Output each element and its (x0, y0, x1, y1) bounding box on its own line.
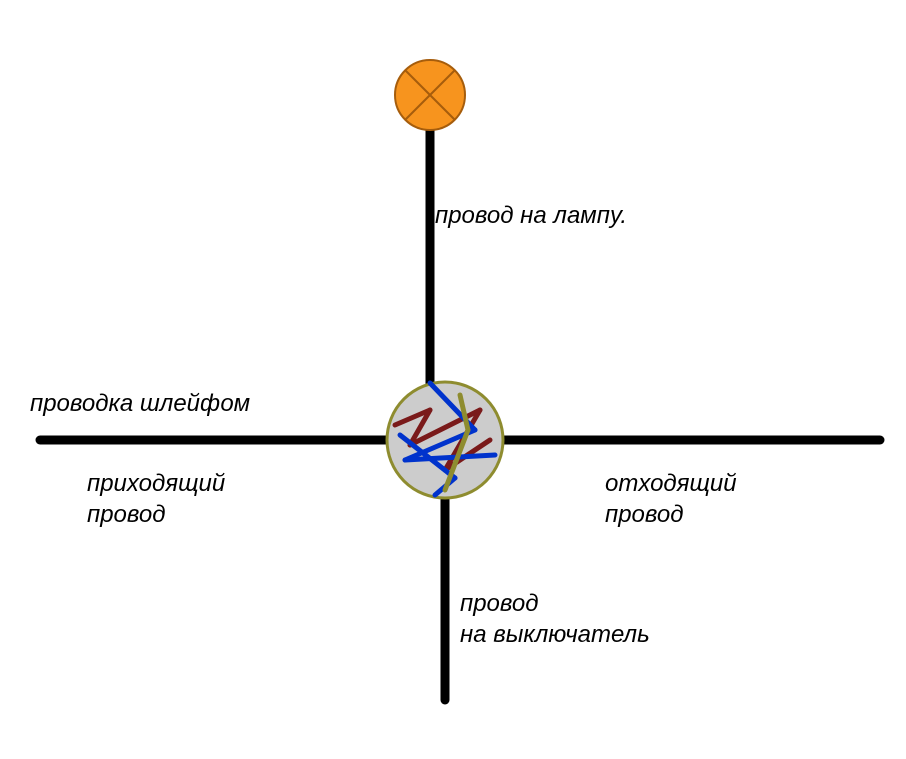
outgoing-wire-label-line2: провод (605, 501, 684, 528)
incoming-wire-label: приходящий провод (87, 468, 225, 530)
outgoing-wire-label-line1: отходящий (605, 470, 737, 497)
lamp-wire-label: провод на лампу. (435, 200, 627, 231)
incoming-wire-label-line1: приходящий (87, 470, 225, 497)
loop-wiring-label: проводка шлейфом (30, 388, 250, 419)
lamp-symbol (395, 60, 465, 130)
switch-wire-label: провод на выключатель (460, 588, 650, 650)
diagram-svg (0, 0, 906, 759)
switch-wire-label-line1: провод (460, 590, 539, 617)
electrical-diagram: провод на лампу. проводка шлейфом приход… (0, 0, 906, 759)
outgoing-wire-label: отходящий провод (605, 468, 737, 530)
incoming-wire-label-line2: провод (87, 501, 166, 528)
switch-wire-label-line2: на выключатель (460, 621, 650, 648)
